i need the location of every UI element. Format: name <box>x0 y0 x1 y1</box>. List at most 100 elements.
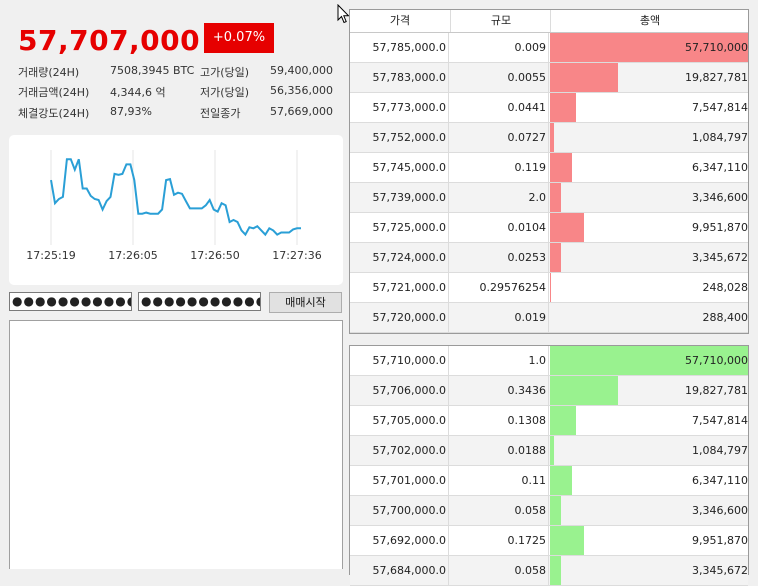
volume-bar <box>550 436 554 465</box>
orderbook-bid-row[interactable]: 57,701,000.0 0.11 6,347,110 <box>350 466 748 496</box>
orderbook-bid-row[interactable]: 57,702,000.0 0.0188 1,084,797 <box>350 436 748 466</box>
cell-price: 57,720,000.0 <box>350 303 449 332</box>
cell-price: 57,725,000.0 <box>350 213 449 242</box>
cell-size: 0.3436 <box>450 376 549 405</box>
mouse-cursor-icon <box>337 4 350 24</box>
cell-size: 0.0441 <box>450 93 549 122</box>
volume-bar <box>550 183 561 212</box>
volume-bar <box>550 33 748 62</box>
price-change-badge: +0.07% <box>204 23 274 53</box>
stat-high-label: 고가(당일) <box>200 66 250 79</box>
cell-price: 57,700,000.0 <box>350 496 449 525</box>
cell-size: 2.0 <box>450 183 549 212</box>
orderbook-bid-row[interactable]: 57,700,000.0 0.058 3,346,600 <box>350 496 748 526</box>
volume-bar <box>550 93 576 122</box>
stat-low-label: 저가(당일) <box>200 86 250 99</box>
volume-bar <box>550 213 584 242</box>
stat-volume-label: 거래량(24H) <box>18 66 80 79</box>
volume-bar <box>550 243 561 272</box>
cell-price: 57,692,000.0 <box>350 526 449 555</box>
orderbook-bids: 57,710,000.0 1.0 57,710,000 57,706,000.0 0.3… <box>349 345 749 586</box>
cell-size: 0.1725 <box>450 526 549 555</box>
orderbook-header: 가격 규모 총액 <box>350 10 748 33</box>
cell-total: 248,028 <box>702 281 749 294</box>
password-field-2[interactable]: ●●●●●●●●●●● <box>138 292 261 311</box>
orderbook-bid-row[interactable]: 57,684,000.0 0.058 3,345,672 <box>350 556 748 586</box>
cell-price: 57,705,000.0 <box>350 406 449 435</box>
start-trading-button[interactable]: 매매시작 <box>269 292 342 313</box>
orderbook-bid-row[interactable]: 57,710,000.0 1.0 57,710,000 <box>350 346 748 376</box>
cell-total: 57,710,000 <box>685 41 748 54</box>
stat-low-value: 56,356,000 <box>270 84 333 97</box>
cell-total: 19,827,781 <box>685 384 748 397</box>
current-price: 57,707,000 <box>18 24 201 57</box>
cell-size: 1.0 <box>450 346 549 375</box>
password-field-1[interactable]: ●●●●●●●●●●● <box>9 292 132 311</box>
cell-size: 0.058 <box>450 496 549 525</box>
cell-total: 3,345,672 <box>692 251 748 264</box>
cell-total: 3,346,600 <box>692 191 748 204</box>
stat-amount-value: 4,344,6 억 <box>110 86 166 99</box>
cell-size: 0.0253 <box>450 243 549 272</box>
orderbook-ask-row[interactable]: 57,745,000.0 0.119 6,347,110 <box>350 153 748 183</box>
cell-total: 1,084,797 <box>692 444 748 457</box>
price-chart: 17:25:19 17:26:05 17:26:50 17:27:36 <box>26 150 322 262</box>
orderbook-ask-row[interactable]: 57,725,000.0 0.0104 9,951,870 <box>350 213 748 243</box>
cell-size: 0.019 <box>450 303 549 332</box>
cell-price: 57,739,000.0 <box>350 183 449 212</box>
cell-size: 0.119 <box>450 153 549 182</box>
orderbook-bid-row[interactable]: 57,705,000.0 0.1308 7,547,814 <box>350 406 748 436</box>
orderbook-bid-row[interactable]: 57,692,000.0 0.1725 9,951,870 <box>350 526 748 556</box>
stat-prevclose-value: 57,669,000 <box>270 105 333 118</box>
stat-strength-label: 체결강도(24H) <box>18 107 90 120</box>
stat-strength-value: 87,93% <box>110 105 152 118</box>
volume-bar <box>550 466 572 495</box>
cell-price: 57,721,000.0 <box>350 273 449 302</box>
volume-bar <box>550 526 584 555</box>
volume-bar <box>550 123 554 152</box>
stat-volume-value: 7508,3945 BTC <box>110 64 195 77</box>
orderbook-bid-row[interactable]: 57,706,000.0 0.3436 19,827,781 <box>350 376 748 406</box>
cell-total: 288,400 <box>702 311 749 324</box>
x-tick-label: 17:27:36 <box>272 249 321 262</box>
volume-bar <box>550 63 618 92</box>
x-tick-label: 17:25:19 <box>26 249 75 262</box>
cell-price: 57,701,000.0 <box>350 466 449 495</box>
volume-bar <box>550 406 576 435</box>
orderbook-ask-row[interactable]: 57,785,000.0 0.009 57,710,000 <box>350 33 748 63</box>
log-box[interactable] <box>9 320 343 569</box>
x-tick-label: 17:26:05 <box>108 249 157 262</box>
cell-price: 57,702,000.0 <box>350 436 449 465</box>
orderbook-ask-row[interactable]: 57,783,000.0 0.0055 19,827,781 <box>350 63 748 93</box>
price-line <box>50 158 301 237</box>
header-price: 가격 <box>389 14 411 27</box>
volume-bar <box>550 153 572 182</box>
stat-amount-label: 거래금액(24H) <box>18 86 90 99</box>
cell-price: 57,710,000.0 <box>350 346 449 375</box>
volume-bar <box>550 496 561 525</box>
cell-price: 57,752,000.0 <box>350 123 449 152</box>
cell-size: 0.058 <box>450 556 549 585</box>
cell-total: 7,547,814 <box>692 414 748 427</box>
cell-size: 0.009 <box>450 33 549 62</box>
orderbook-ask-row[interactable]: 57,720,000.0 0.019 288,400 <box>350 303 748 333</box>
orderbook-ask-row[interactable]: 57,752,000.0 0.0727 1,084,797 <box>350 123 748 153</box>
orderbook-ask-row[interactable]: 57,721,000.0 0.29576254 248,028 <box>350 273 748 303</box>
volume-bar <box>550 376 618 405</box>
stat-high-value: 59,400,000 <box>270 64 333 77</box>
cell-total: 7,547,814 <box>692 101 748 114</box>
orderbook-ask-row[interactable]: 57,739,000.0 2.0 3,346,600 <box>350 183 748 213</box>
stat-prevclose-label: 전일종가 <box>200 107 241 120</box>
orderbook-ask-row[interactable]: 57,724,000.0 0.0253 3,345,672 <box>350 243 748 273</box>
cell-price: 57,745,000.0 <box>350 153 449 182</box>
cell-total: 57,710,000 <box>685 354 748 367</box>
cell-price: 57,706,000.0 <box>350 376 449 405</box>
cell-size: 0.0188 <box>450 436 549 465</box>
cell-price: 57,785,000.0 <box>350 33 449 62</box>
orderbook-ask-row[interactable]: 57,773,000.0 0.0441 7,547,814 <box>350 93 748 123</box>
cell-size: 0.29576254 <box>450 273 549 302</box>
cell-total: 9,951,870 <box>692 534 748 547</box>
header-size: 규모 <box>450 10 551 32</box>
cell-size: 0.0104 <box>450 213 549 242</box>
cell-total: 1,084,797 <box>692 131 748 144</box>
